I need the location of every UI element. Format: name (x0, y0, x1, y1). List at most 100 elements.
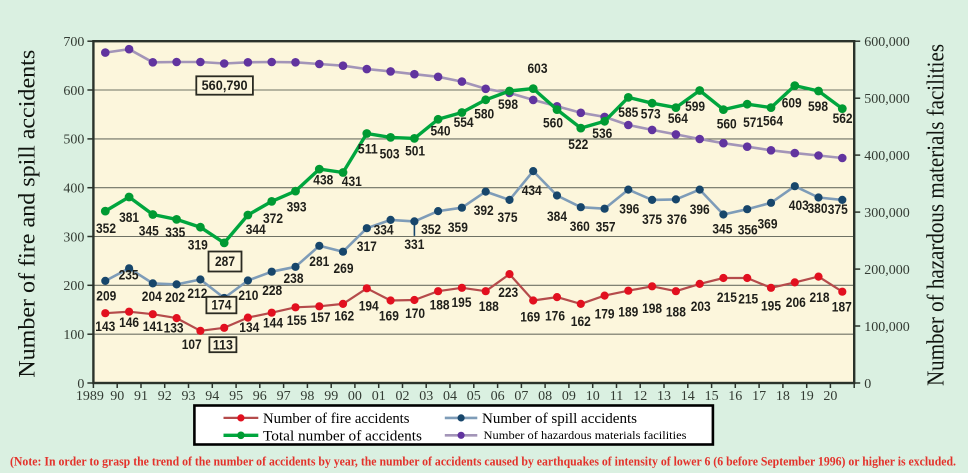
svg-text:369: 369 (758, 216, 778, 231)
svg-text:331: 331 (404, 237, 424, 252)
svg-text:08: 08 (538, 389, 552, 404)
svg-text:360: 360 (570, 219, 590, 234)
svg-text:345: 345 (139, 223, 159, 238)
svg-text:195: 195 (761, 298, 781, 313)
svg-text:96: 96 (253, 389, 267, 404)
svg-text:228: 228 (262, 283, 282, 298)
svg-text:319: 319 (188, 237, 208, 252)
svg-text:400,000: 400,000 (864, 149, 910, 164)
svg-text:352: 352 (96, 221, 116, 236)
svg-text:300,000: 300,000 (864, 206, 910, 221)
svg-text:19: 19 (800, 389, 814, 404)
svg-text:17: 17 (752, 389, 766, 404)
svg-text:133: 133 (164, 321, 184, 336)
svg-text:500: 500 (63, 133, 84, 148)
svg-text:92: 92 (158, 389, 172, 404)
svg-text:598: 598 (498, 97, 518, 112)
svg-text:393: 393 (287, 200, 307, 215)
svg-text:700: 700 (63, 35, 84, 50)
svg-text:511: 511 (358, 142, 378, 157)
svg-text:(Note: In order to grasp the t: (Note: In order to grasp the trend of th… (10, 455, 956, 469)
svg-text:03: 03 (419, 389, 433, 404)
svg-text:396: 396 (619, 202, 639, 217)
svg-text:206: 206 (786, 295, 806, 310)
svg-text:100: 100 (63, 328, 84, 343)
svg-text:434: 434 (522, 183, 542, 198)
svg-text:94: 94 (205, 389, 219, 404)
svg-text:375: 375 (828, 202, 848, 217)
svg-text:146: 146 (119, 315, 139, 330)
svg-text:356: 356 (738, 222, 758, 237)
svg-text:16: 16 (728, 389, 742, 404)
svg-text:189: 189 (618, 304, 638, 319)
svg-text:585: 585 (618, 105, 638, 120)
svg-text:376: 376 (667, 212, 687, 227)
svg-text:Number of hazardous materials: Number of hazardous materials facilities (924, 44, 950, 386)
svg-text:157: 157 (311, 310, 331, 325)
svg-text:Number of hazardous materials: Number of hazardous materials facilities (484, 430, 688, 442)
svg-text:564: 564 (668, 111, 688, 126)
svg-text:20: 20 (823, 389, 837, 404)
svg-text:98: 98 (300, 389, 314, 404)
svg-text:1989: 1989 (76, 389, 104, 404)
svg-text:00: 00 (348, 389, 362, 404)
svg-text:223: 223 (498, 285, 518, 300)
svg-text:202: 202 (165, 290, 185, 305)
svg-text:06: 06 (491, 389, 505, 404)
svg-text:210: 210 (238, 288, 258, 303)
svg-text:560: 560 (717, 117, 737, 132)
svg-text:357: 357 (596, 219, 616, 234)
svg-text:554: 554 (454, 115, 474, 130)
svg-text:269: 269 (334, 261, 354, 276)
svg-text:344: 344 (246, 222, 266, 237)
svg-text:522: 522 (568, 137, 588, 152)
svg-text:176: 176 (545, 309, 565, 324)
svg-text:10: 10 (586, 389, 600, 404)
svg-text:580: 580 (474, 106, 494, 121)
svg-text:375: 375 (642, 212, 662, 227)
svg-text:384: 384 (547, 209, 567, 224)
svg-text:380: 380 (808, 201, 828, 216)
svg-text:317: 317 (357, 239, 377, 254)
svg-text:18: 18 (776, 389, 790, 404)
svg-text:141: 141 (143, 319, 163, 334)
svg-text:05: 05 (467, 389, 481, 404)
svg-text:07: 07 (514, 389, 528, 404)
svg-text:392: 392 (474, 203, 494, 218)
svg-text:14: 14 (681, 389, 695, 404)
svg-text:11: 11 (610, 389, 623, 404)
svg-text:335: 335 (165, 225, 185, 240)
svg-text:0: 0 (864, 377, 871, 392)
svg-text:334: 334 (374, 223, 394, 238)
svg-text:287: 287 (215, 254, 235, 269)
svg-text:215: 215 (717, 290, 737, 305)
svg-text:93: 93 (182, 389, 196, 404)
svg-text:573: 573 (641, 106, 661, 121)
svg-text:500,000: 500,000 (864, 92, 910, 107)
svg-text:01: 01 (372, 389, 386, 404)
svg-text:Number of spill accidents: Number of spill accidents (482, 411, 637, 427)
svg-text:571: 571 (743, 115, 763, 130)
svg-text:143: 143 (95, 319, 115, 334)
svg-text:91: 91 (134, 389, 148, 404)
svg-text:107: 107 (182, 337, 202, 352)
svg-text:170: 170 (405, 306, 425, 321)
svg-text:598: 598 (808, 99, 828, 114)
svg-text:372: 372 (263, 211, 283, 226)
svg-text:564: 564 (763, 113, 783, 128)
svg-text:396: 396 (690, 202, 710, 217)
svg-text:375: 375 (498, 210, 518, 225)
svg-text:Number of fire accidents: Number of fire accidents (263, 411, 410, 427)
svg-text:187: 187 (832, 299, 852, 314)
svg-text:431: 431 (342, 174, 362, 189)
svg-text:212: 212 (187, 286, 207, 301)
svg-text:155: 155 (287, 313, 307, 328)
svg-text:0: 0 (77, 377, 84, 392)
svg-text:609: 609 (782, 95, 802, 110)
svg-text:195: 195 (452, 295, 472, 310)
svg-text:194: 194 (359, 298, 379, 313)
svg-text:198: 198 (642, 301, 662, 316)
svg-text:503: 503 (380, 147, 400, 162)
svg-text:134: 134 (239, 320, 259, 335)
svg-text:345: 345 (712, 222, 732, 237)
